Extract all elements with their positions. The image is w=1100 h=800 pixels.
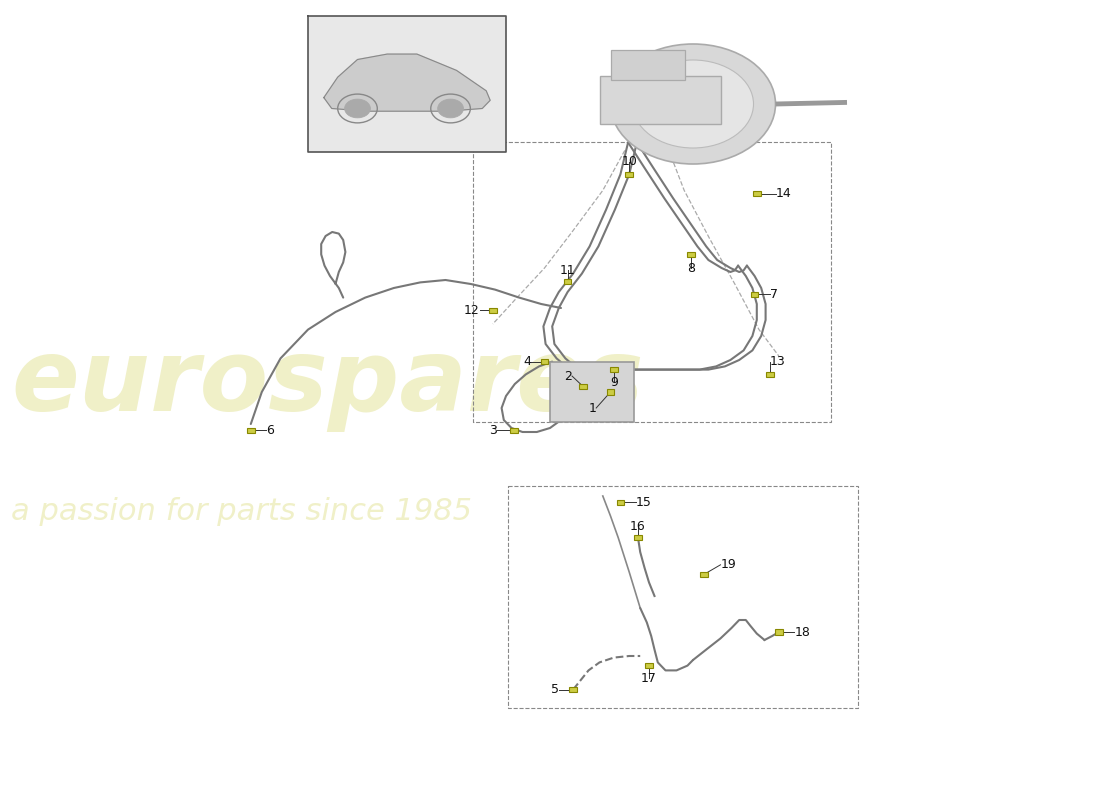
Text: 5: 5	[551, 683, 559, 696]
Bar	[607, 389, 615, 395]
Bar	[766, 371, 774, 378]
Text: 14: 14	[776, 187, 791, 200]
Text: 7: 7	[770, 288, 778, 301]
Bar	[550, 362, 634, 422]
Bar	[488, 308, 496, 314]
Bar	[645, 662, 653, 668]
Bar	[774, 630, 783, 635]
Text: 4: 4	[524, 355, 531, 368]
Text: a passion for parts since 1985: a passion for parts since 1985	[11, 498, 472, 526]
Bar	[701, 571, 708, 578]
Bar	[752, 190, 761, 196]
Bar	[616, 499, 625, 506]
Text: 10: 10	[621, 155, 637, 168]
Text: 15: 15	[636, 496, 651, 509]
Bar	[580, 383, 587, 389]
Bar	[308, 16, 506, 152]
Bar	[564, 278, 572, 284]
Bar	[610, 50, 685, 80]
Text: 11: 11	[560, 264, 575, 277]
Polygon shape	[323, 54, 491, 111]
Circle shape	[438, 99, 463, 118]
Text: eurospares: eurospares	[11, 335, 644, 433]
Text: 1: 1	[588, 402, 596, 414]
Bar	[473, 142, 830, 422]
Bar	[625, 172, 634, 178]
Bar	[508, 486, 858, 708]
Circle shape	[610, 44, 775, 164]
Bar	[751, 291, 759, 297]
Bar	[634, 535, 642, 541]
Bar	[610, 366, 618, 373]
Text: 16: 16	[630, 520, 646, 533]
Bar	[570, 686, 578, 693]
Text: 13: 13	[770, 355, 785, 368]
Text: 9: 9	[609, 376, 618, 389]
Text: 12: 12	[464, 304, 480, 317]
Text: 8: 8	[686, 262, 695, 274]
Bar	[541, 358, 548, 365]
Bar	[686, 251, 695, 258]
Bar	[510, 428, 518, 434]
Circle shape	[344, 99, 371, 118]
Text: 17: 17	[641, 672, 657, 685]
Text: 6: 6	[266, 424, 274, 437]
Text: 3: 3	[490, 424, 497, 437]
Text: 18: 18	[794, 626, 810, 638]
Circle shape	[632, 60, 754, 148]
Text: 2: 2	[564, 370, 572, 382]
Bar	[600, 76, 720, 124]
Bar	[246, 428, 255, 434]
Text: 19: 19	[720, 558, 736, 571]
